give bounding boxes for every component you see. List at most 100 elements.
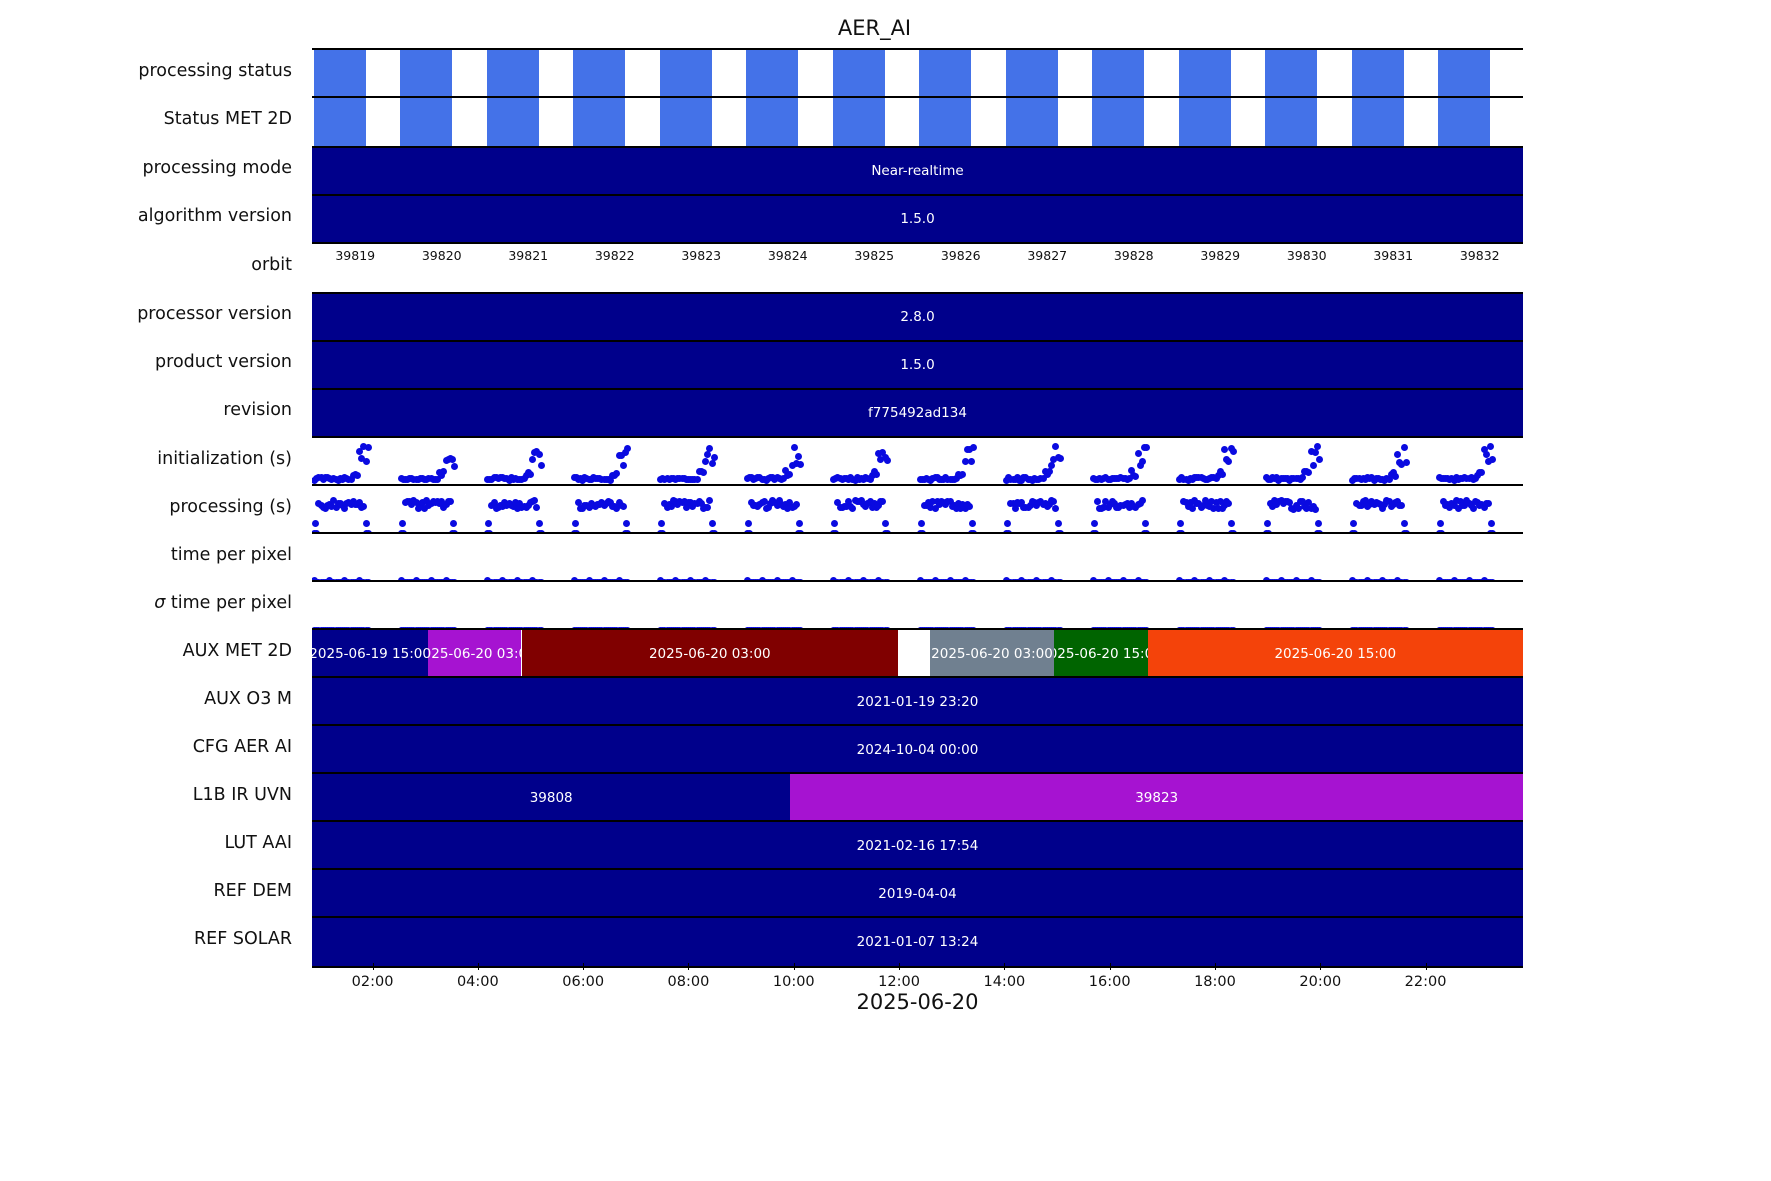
x-tick-label: 14:00: [983, 974, 1026, 990]
scatter-point: [1210, 504, 1218, 512]
timeline-segment: 2025-06-20 03:00: [428, 630, 522, 678]
row-label-time-per-pixel: time per pixel: [170, 545, 292, 565]
scatter-point: [358, 454, 366, 462]
scatter-point: [1126, 474, 1134, 482]
scatter-point: [1400, 443, 1408, 451]
scatter-point: [959, 501, 967, 509]
row-ref-solar: 2021-01-07 13:24: [312, 916, 1523, 968]
scatter-point: [1039, 475, 1047, 483]
scatter-point: [875, 450, 883, 458]
scatter-point: [360, 502, 368, 510]
scatter-point: [1480, 503, 1488, 511]
scatter-point: [792, 501, 800, 509]
row-label-ref-solar: REF SOLAR: [193, 929, 292, 949]
scatter-point: [917, 519, 925, 527]
status-bar: [573, 50, 626, 98]
scatter-point: [349, 497, 357, 505]
status-bar: [486, 50, 539, 98]
scatter-point: [658, 519, 666, 527]
scatter-point: [1128, 467, 1136, 475]
scatter-point: [968, 519, 976, 527]
timeline-segment: 2025-06-20 15:00: [1147, 630, 1523, 678]
scatter-point: [421, 504, 429, 512]
status-bar: [1178, 50, 1231, 98]
scatter-point: [667, 502, 675, 510]
value-bar: 1.5.0: [312, 342, 1523, 388]
scatter-point: [1201, 496, 1209, 504]
row-l1b-ir-uvn: 39808 39823: [312, 772, 1523, 824]
scatter-point: [760, 497, 768, 505]
scatter-point: [870, 499, 878, 507]
value-bar: 2021-01-19 23:20: [312, 678, 1523, 726]
scatter-point: [1482, 450, 1490, 458]
scatter-point: [536, 519, 544, 527]
orbit-label: 39819: [335, 248, 376, 263]
orbit-label: 39832: [1459, 248, 1500, 263]
scatter-point: [672, 497, 680, 505]
scatter-point: [440, 504, 448, 512]
scatter-point: [408, 500, 416, 508]
row-label-revision: revision: [223, 400, 292, 420]
scatter-point: [1376, 500, 1384, 508]
scatter-point: [1090, 519, 1098, 527]
scatter-point: [795, 453, 803, 461]
row-cfg-aer-ai: 2024-10-04 00:00: [312, 724, 1523, 776]
orbit-label: 39821: [508, 248, 549, 263]
scatter-point: [533, 503, 541, 511]
scatter-point: [619, 503, 627, 511]
scatter-point: [1286, 498, 1294, 506]
scatter-point: [925, 499, 933, 507]
x-tick: [1214, 963, 1216, 970]
row-algorithm-version: 1.5.0: [312, 194, 1523, 244]
timeline-segment: 2025-06-20 03:00: [521, 630, 899, 678]
scatter-point: [706, 497, 714, 505]
row-label-l1b-ir-uvn: L1B IR UVN: [192, 785, 292, 805]
scatter-point: [1123, 499, 1131, 507]
scatter-point: [1018, 498, 1026, 506]
scatter-point: [866, 497, 874, 505]
x-axis-label: 2025-06-20: [856, 990, 979, 1014]
scatter-point: [1450, 502, 1458, 510]
scatter-point: [1446, 503, 1454, 511]
scatter-series: [312, 486, 1523, 534]
x-axis: 02:00 04:00 06:00 08:00 10:00 12:00 14:00 16:00…: [312, 963, 1523, 1023]
scatter-point: [1401, 519, 1409, 527]
orbit-label: 39820: [421, 248, 462, 263]
scatter-point: [868, 471, 876, 479]
scatter-point: [363, 519, 371, 527]
status-bar: [1351, 98, 1404, 146]
scatter-point: [877, 456, 885, 464]
status-bar: [746, 98, 799, 146]
scatter-point: [1225, 457, 1233, 465]
scatter-point: [953, 475, 961, 483]
scatter-point: [1311, 505, 1319, 513]
scatter-point: [866, 476, 874, 484]
scatter-point: [537, 462, 545, 470]
value-bar: f775492ad134: [312, 390, 1523, 436]
scatter-point: [1299, 497, 1307, 505]
status-bar: [1005, 50, 1058, 98]
row-label-aux-o3-m: AUX O3 M: [204, 689, 292, 709]
plot-grid: Near-realtime 1.5.0 39819 39820 39821 39822 39…: [312, 48, 1523, 968]
scatter-point: [1182, 499, 1190, 507]
scatter-point: [674, 501, 682, 509]
scatter-point: [353, 472, 361, 480]
value-bar: 2021-01-07 13:24: [312, 918, 1523, 966]
scatter-point: [1398, 460, 1406, 468]
scatter-point: [842, 502, 850, 510]
x-tick-label: 08:00: [667, 974, 710, 990]
scatter-point: [693, 476, 701, 483]
scatter-point: [360, 443, 368, 451]
status-bar: [919, 50, 972, 98]
scatter-point: [946, 497, 954, 505]
scatter-point: [968, 457, 976, 465]
scatter-point: [571, 519, 579, 527]
row-orbit: 39819 39820 39821 39822 39823 39824 39825 39826…: [312, 242, 1523, 294]
scatter-point: [1271, 497, 1279, 505]
scatter-point: [879, 497, 887, 505]
scatter-point: [356, 448, 364, 456]
status-bar: [313, 50, 366, 98]
row-label-ref-dem: REF DEM: [213, 881, 292, 901]
